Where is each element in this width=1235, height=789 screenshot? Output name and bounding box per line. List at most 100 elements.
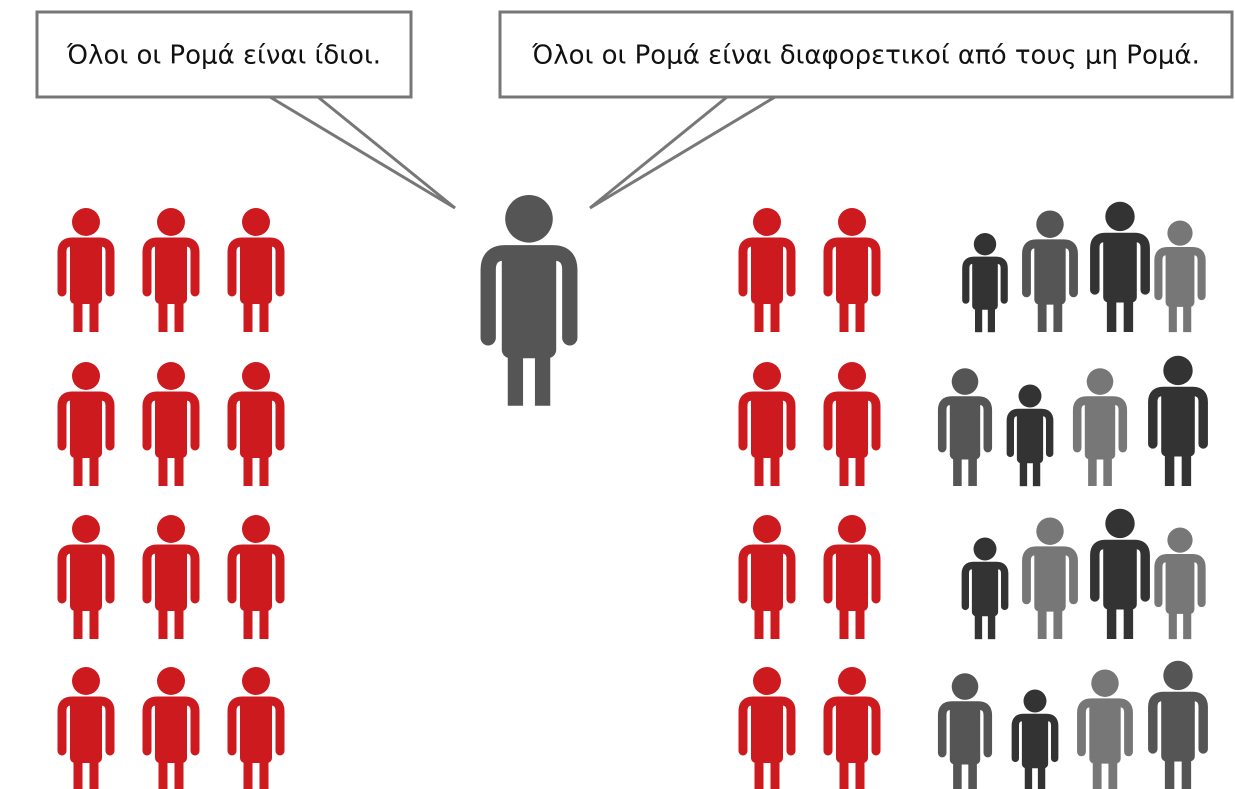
torso <box>240 240 272 304</box>
arms <box>142 237 200 297</box>
torso <box>70 240 102 304</box>
torso <box>1021 715 1049 769</box>
person-icon <box>1148 355 1208 486</box>
head <box>753 208 781 236</box>
person-icon <box>227 667 285 789</box>
person-icon <box>1022 210 1078 333</box>
torso <box>949 398 981 460</box>
bubble-tail <box>269 95 456 210</box>
torso <box>751 240 783 304</box>
arms <box>1148 386 1208 449</box>
torso <box>751 547 783 611</box>
head <box>72 515 100 543</box>
head <box>242 515 270 543</box>
head <box>157 667 185 695</box>
torso <box>1089 700 1121 764</box>
arms <box>1077 698 1133 757</box>
person-icon <box>1022 517 1078 640</box>
person-icon <box>1090 201 1150 332</box>
torso <box>971 563 999 617</box>
torso <box>1103 235 1137 303</box>
speech-bubble: Όλοι οι Ρομά είναι διαφορετικοί από τους… <box>498 10 1234 210</box>
head <box>1023 689 1047 713</box>
arms <box>738 237 796 297</box>
arms <box>1011 713 1059 763</box>
person-icon <box>937 673 993 789</box>
torso <box>1034 241 1066 305</box>
arms <box>57 696 115 756</box>
torso <box>1084 398 1116 460</box>
arms <box>738 696 796 756</box>
torso <box>240 394 272 458</box>
arms <box>142 391 200 451</box>
person-icon <box>142 362 200 486</box>
person-icon <box>57 362 115 486</box>
person-icon <box>1077 669 1133 789</box>
head <box>1105 508 1135 539</box>
person-icon <box>1090 508 1150 639</box>
arms <box>227 696 285 756</box>
head <box>157 208 185 236</box>
arms <box>57 237 115 297</box>
head <box>1086 368 1114 395</box>
head <box>242 208 270 236</box>
head <box>838 362 866 390</box>
person-icon <box>142 208 200 332</box>
bubble-tail <box>589 95 728 210</box>
torso <box>1165 249 1195 307</box>
person-icon <box>57 515 115 639</box>
head <box>1036 517 1064 545</box>
torso <box>240 547 272 611</box>
arms <box>142 544 200 604</box>
person-icon <box>738 208 796 332</box>
torso <box>1161 389 1195 457</box>
torso <box>836 394 868 458</box>
arms <box>1090 539 1150 602</box>
head <box>1167 527 1193 553</box>
arms <box>1090 232 1150 295</box>
head <box>72 362 100 390</box>
head <box>753 362 781 390</box>
head <box>973 537 997 561</box>
arms <box>937 701 993 758</box>
arms <box>823 391 881 451</box>
person-icon <box>823 208 881 332</box>
arms <box>823 237 881 297</box>
head <box>1036 210 1064 238</box>
head <box>1018 384 1042 408</box>
head <box>1163 355 1193 386</box>
torso <box>70 699 102 763</box>
person-icon <box>227 362 285 486</box>
head <box>505 195 553 243</box>
head <box>838 515 866 543</box>
arms <box>1022 546 1078 605</box>
head <box>242 667 270 695</box>
torso <box>1161 694 1195 762</box>
bubble-text: Όλοι οι Ρομά είναι ίδιοι. <box>66 41 381 71</box>
torso <box>1165 556 1195 614</box>
head <box>951 368 979 395</box>
person-icon <box>738 515 796 639</box>
person-icon <box>142 667 200 789</box>
arms <box>227 391 285 451</box>
head <box>1105 201 1135 232</box>
person-icon <box>823 667 881 789</box>
person-icon <box>227 208 285 332</box>
torso <box>155 547 187 611</box>
head <box>72 208 100 236</box>
person-icon <box>961 537 1009 640</box>
torso <box>155 240 187 304</box>
head <box>1167 220 1193 246</box>
people <box>57 195 1208 789</box>
person-icon <box>1006 384 1054 487</box>
arms <box>962 256 1008 304</box>
person-icon <box>738 362 796 486</box>
person-icon <box>142 515 200 639</box>
arms <box>1154 247 1206 301</box>
person-icon <box>57 667 115 789</box>
arms <box>961 561 1009 611</box>
torso <box>836 547 868 611</box>
person-icon <box>1154 527 1206 640</box>
head <box>838 667 866 695</box>
